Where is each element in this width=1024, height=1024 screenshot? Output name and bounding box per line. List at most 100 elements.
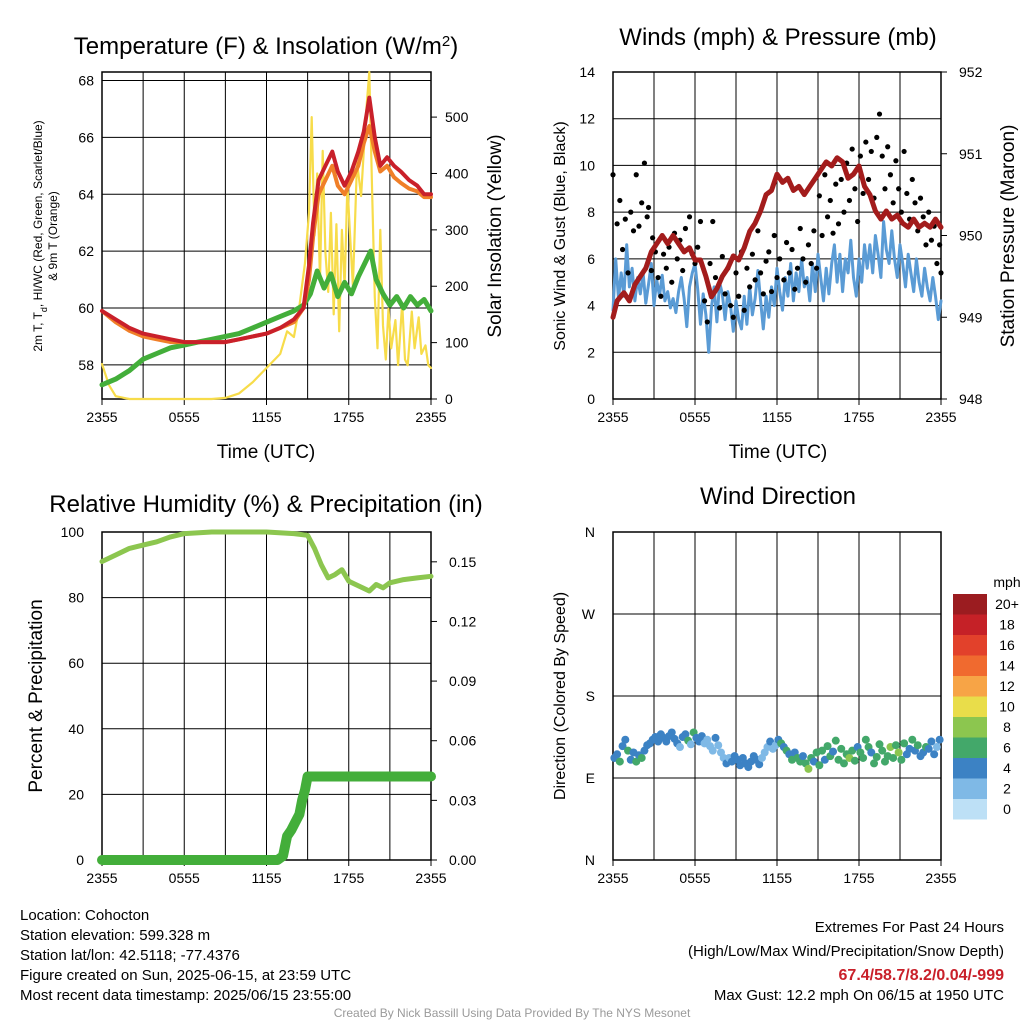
temp-2m-line <box>100 95 433 345</box>
winds-x-axis-label: Time (UTC) <box>729 442 828 463</box>
winds-gust-point <box>712 274 719 281</box>
winds-gust-point <box>744 265 750 271</box>
extremes-title: Extremes For Past 24 Hours <box>814 919 1004 936</box>
winds-y-tick-label: 14 <box>579 64 595 80</box>
winds-gust-point <box>722 291 728 297</box>
winds-gust-point <box>752 277 758 283</box>
dir-point <box>861 735 870 744</box>
winds-title: Winds (mph) & Pressure (mb) <box>619 24 936 51</box>
location-text: Location: Cohocton <box>20 907 150 924</box>
winds-gust-point <box>824 214 831 220</box>
winds-gust-point <box>658 293 664 299</box>
rh-humidity-line <box>99 529 434 594</box>
winds-gust-point <box>928 237 935 243</box>
dir-title: Wind Direction <box>700 483 856 510</box>
winds-gust-point <box>771 232 777 239</box>
dir-point <box>927 737 936 746</box>
dir-legend-label: 2 <box>1003 781 1011 797</box>
extremes-values: 67.4/58.7/8.2/0.04/-999 <box>838 967 1004 984</box>
winds-gust-point <box>783 239 790 246</box>
dir-legend-swatch <box>953 758 987 779</box>
winds-gust-point <box>901 148 907 155</box>
winds-gust-point <box>890 200 896 206</box>
dir-y-tick-label: N <box>585 852 595 868</box>
winds-gust-point <box>805 242 812 248</box>
winds-gust-point <box>800 256 806 262</box>
temp-y-tick-label: 58 <box>78 357 94 373</box>
winds-gust-point <box>846 197 853 204</box>
winds-gust-point <box>893 158 899 164</box>
dir-point <box>935 735 944 744</box>
temp-y-tick-label: 60 <box>78 300 94 316</box>
winds-y-tick-label: 12 <box>579 111 595 127</box>
winds-gust-point <box>766 249 772 255</box>
winds-gust-point <box>786 270 792 276</box>
winds-gust-point <box>614 221 620 227</box>
winds-gust-point <box>868 148 874 155</box>
dir-point <box>872 753 881 762</box>
rh-y2-tick-label: 0.00 <box>449 852 476 868</box>
dir-point <box>867 748 876 757</box>
temp-y2-axis-label: Solar Insolation (Yellow) <box>485 134 506 337</box>
winds-gust-point <box>682 225 689 232</box>
winds-gust-point <box>934 260 940 267</box>
dir-legend-swatch <box>953 717 987 738</box>
temp-x-tick-label: 1155 <box>251 409 281 425</box>
winds-gust-point <box>774 274 780 281</box>
dir-legend-swatch <box>953 778 987 799</box>
rh-x-tick-label: 2355 <box>415 870 446 886</box>
winds-gust-point <box>896 186 902 192</box>
rh-y-tick-label: 40 <box>68 721 84 737</box>
temp-y-tick-label: 66 <box>78 129 94 145</box>
dir-legend-label: 12 <box>999 678 1015 694</box>
winds-gust-point <box>619 246 626 253</box>
winds-gust-point <box>814 265 820 271</box>
rh-y-tick-label: 100 <box>61 524 85 540</box>
temp-x-tick-label: 2355 <box>86 409 117 425</box>
dir-legend-label: 10 <box>999 699 1015 715</box>
winds-gust-point <box>680 267 686 274</box>
winds-gust-point <box>816 193 822 199</box>
winds-y-tick-label: 2 <box>587 344 595 360</box>
dir-legend-label: 20+ <box>995 596 1019 612</box>
rh-x-tick-label: 2355 <box>86 870 117 886</box>
winds-gust-point <box>763 258 769 264</box>
dir-point <box>714 741 723 750</box>
dir-point <box>897 755 906 764</box>
winds-gust-point <box>707 260 713 267</box>
winds-gust-point <box>655 274 661 281</box>
temp-y-tick-label: 62 <box>78 243 94 259</box>
winds-gust-point <box>777 256 783 262</box>
station-info: Location: Cohocton Station elevation: 59… <box>20 906 351 1006</box>
winds-y-axis-label: Sonic Wind & Gust (Blue, Black) <box>552 121 569 350</box>
dir-legend-label: 16 <box>999 637 1015 653</box>
rh-y2-tick-label: 0.15 <box>449 554 476 570</box>
winds-gust-point <box>701 298 708 304</box>
dir-legend-swatch <box>953 799 987 820</box>
latlon-text: Station lat/lon: 42.5118; -77.4376 <box>20 947 240 964</box>
winds-y-tick-label: 6 <box>587 251 595 267</box>
dir-point <box>755 760 764 769</box>
winds-gust-point <box>833 181 839 187</box>
rh-y-axis-label: Percent & Precipitation <box>26 599 47 792</box>
dir-point <box>875 740 884 749</box>
dir-legend-swatch <box>953 655 987 676</box>
dir-legend-swatch <box>953 614 987 635</box>
winds-gust-point <box>733 270 739 276</box>
winds-gust-point <box>803 279 809 285</box>
winds-gust-point <box>855 218 861 225</box>
winds-gust-point <box>792 286 798 292</box>
dir-y-tick-label: S <box>586 688 595 704</box>
winds-gust-point <box>781 277 787 283</box>
winds-gust-point <box>917 195 924 201</box>
dir-point <box>878 746 887 755</box>
winds-gust-point <box>822 172 828 178</box>
dir-point <box>908 735 917 744</box>
winds-gust-point <box>741 307 747 313</box>
rh-y-tick-label: 60 <box>68 655 84 671</box>
temp-y-tick-label: 64 <box>78 186 94 202</box>
dir-legend-label: 18 <box>999 617 1015 633</box>
elevation-text: Station elevation: 599.328 m <box>20 927 211 944</box>
rh-y-tick-label: 80 <box>68 590 84 606</box>
